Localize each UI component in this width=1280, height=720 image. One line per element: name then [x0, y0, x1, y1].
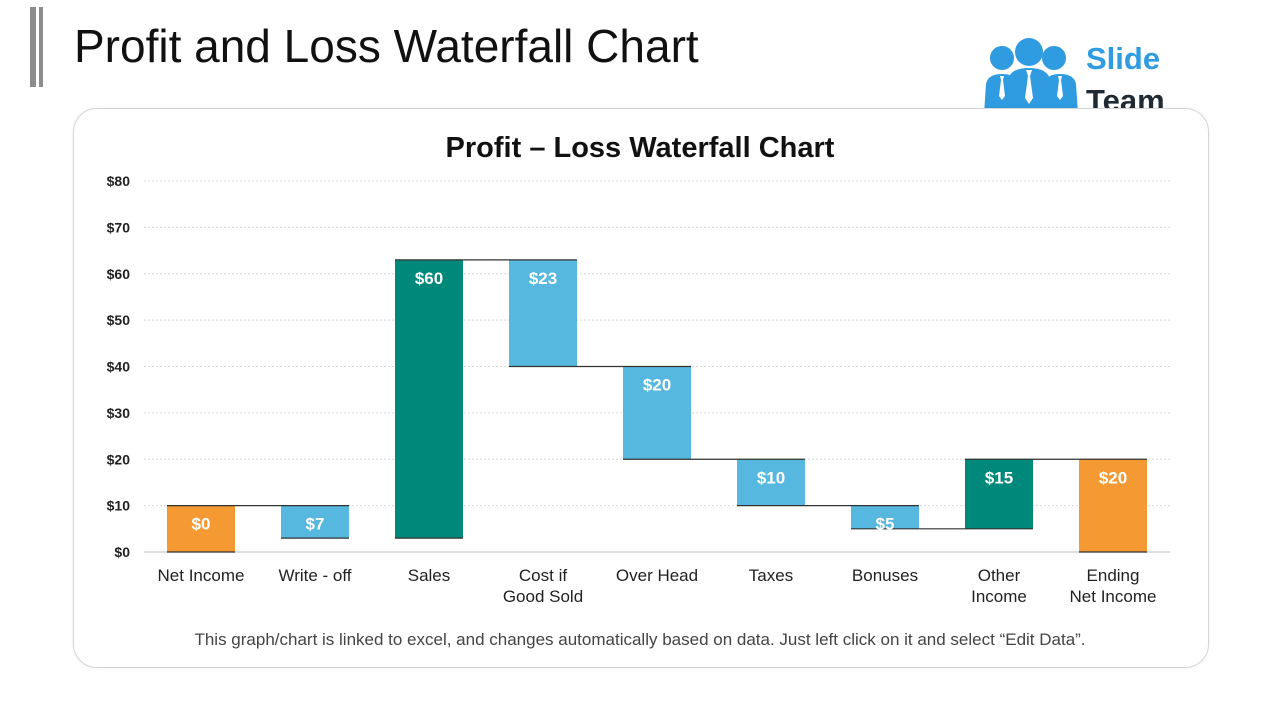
waterfall-bar	[737, 459, 805, 506]
x-tick-label: Write - off	[278, 566, 351, 585]
waterfall-bar	[395, 259, 463, 539]
x-tick-label: Sales	[408, 566, 451, 585]
waterfall-bar	[167, 505, 235, 552]
data-label: $15	[985, 468, 1013, 487]
x-tick-label: Ending Net Income	[1070, 566, 1157, 606]
y-tick-label: $70	[107, 219, 131, 235]
title-accent-bars	[30, 7, 48, 87]
data-label: $7	[306, 515, 325, 534]
page-title: Profit and Loss Waterfall Chart	[74, 20, 699, 72]
y-tick-label: $20	[107, 451, 131, 467]
y-tick-label: $50	[107, 312, 131, 328]
y-tick-label: $30	[107, 405, 131, 421]
y-tick-label: $10	[107, 498, 131, 514]
x-tick-label: Net Income	[158, 566, 245, 585]
data-label: $0	[192, 515, 211, 534]
x-tick-label: Taxes	[749, 566, 793, 585]
accent-bar	[39, 7, 43, 87]
accent-bar	[30, 7, 36, 87]
waterfall-bar	[281, 505, 349, 539]
chart-title: Profit – Loss Waterfall Chart	[446, 132, 835, 164]
y-tick-label: $60	[107, 266, 131, 282]
y-tick-label: $0	[114, 544, 130, 560]
x-tick-label: Over Head	[616, 566, 698, 585]
x-tick-label: Cost if Good Sold	[503, 566, 583, 606]
people-logo-icon	[984, 38, 1078, 114]
waterfall-bar	[509, 259, 577, 367]
footnote: This graph/chart is linked to excel, and…	[194, 630, 1086, 649]
data-label: $20	[1099, 468, 1127, 487]
y-axis-ticks: $0 $10 $20 $30 $40 $50 $60 $70 $80	[107, 173, 131, 560]
data-label: $60	[415, 269, 443, 288]
waterfall-bar	[623, 366, 691, 460]
logo-text-slide: Slide	[1086, 41, 1161, 76]
data-label: $10	[757, 468, 785, 487]
connectors	[235, 259, 1079, 530]
x-tick-label: Other Income	[971, 566, 1027, 606]
data-labels: $0 $7 $60 $23 $20 $10 $5 $15 $20	[192, 269, 1128, 534]
waterfall-bar	[1079, 459, 1147, 552]
waterfall-bar	[851, 505, 919, 529]
bars	[167, 259, 1147, 553]
data-label: $5	[876, 515, 895, 534]
y-tick-label: $80	[107, 173, 131, 189]
waterfall-bar	[965, 459, 1033, 529]
data-label: $23	[529, 269, 557, 288]
x-tick-label: Bonuses	[852, 566, 918, 585]
slideteam-logo: Slide Team	[982, 36, 1182, 120]
y-tick-label: $40	[107, 359, 131, 375]
x-axis-ticks: Net Income Write - off Sales Cost if Good So…	[158, 566, 1157, 606]
data-label: $20	[643, 376, 671, 395]
